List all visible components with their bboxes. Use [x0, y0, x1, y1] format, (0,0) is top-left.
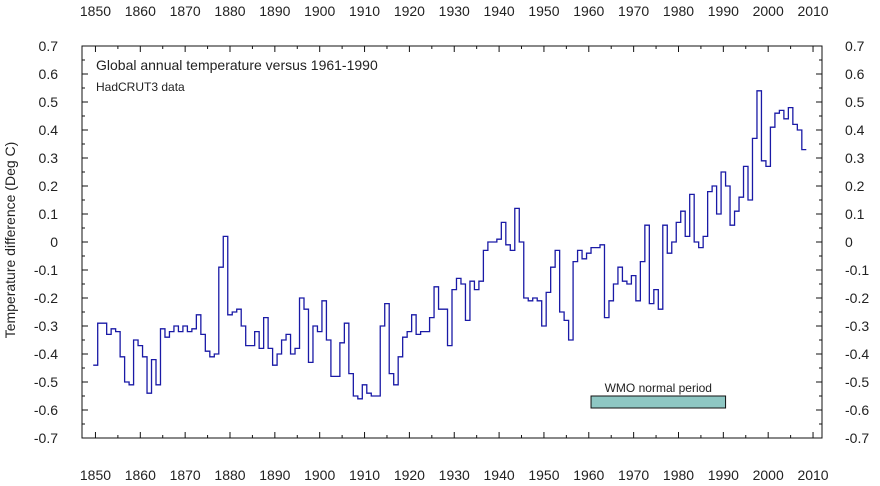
x-tick-label-bottom: 1970 — [618, 467, 649, 483]
x-tick-label-top: 1960 — [573, 3, 604, 19]
x-tick-label-top: 1890 — [259, 3, 290, 19]
y-tick-label-left: 0.7 — [39, 38, 59, 54]
y-tick-label-left: 0 — [50, 234, 58, 250]
x-tick-label-top: 1970 — [618, 3, 649, 19]
y-tick-label-right: 0.6 — [845, 66, 865, 82]
x-tick-label-bottom: 2000 — [753, 467, 784, 483]
y-axis-label: Temperature difference (Deg C) — [2, 142, 18, 339]
y-tick-label-right: -0.3 — [845, 318, 869, 334]
y-tick-label-right: -0.6 — [845, 402, 869, 418]
x-tick-label-bottom: 1870 — [170, 467, 201, 483]
x-tick-label-top: 1990 — [708, 3, 739, 19]
x-tick-label-bottom: 1920 — [394, 467, 425, 483]
x-tick-label-bottom: 1880 — [214, 467, 245, 483]
x-tick-label-bottom: 2010 — [797, 467, 828, 483]
x-tick-label-top: 1930 — [439, 3, 470, 19]
x-tick-label-top: 1950 — [528, 3, 559, 19]
y-tick-label-right: 0.1 — [845, 206, 865, 222]
x-tick-label-bottom: 1890 — [259, 467, 290, 483]
y-tick-label-right: 0 — [845, 234, 853, 250]
x-tick-label-top: 1900 — [304, 3, 335, 19]
x-tick-label-top: 2000 — [753, 3, 784, 19]
y-tick-label-left: -0.4 — [34, 346, 58, 362]
x-tick-label-top: 1870 — [170, 3, 201, 19]
x-tick-label-top: 1880 — [214, 3, 245, 19]
y-tick-label-right: -0.1 — [845, 262, 869, 278]
x-tick-label-bottom: 1850 — [80, 467, 111, 483]
y-tick-label-right: -0.7 — [845, 430, 869, 446]
y-tick-label-left: 0.5 — [39, 94, 59, 110]
x-tick-label-bottom: 1990 — [708, 467, 739, 483]
chart-subtitle: HadCRUT3 data — [96, 80, 185, 94]
y-tick-label-right: 0.3 — [845, 150, 865, 166]
y-tick-label-right: -0.5 — [845, 374, 869, 390]
x-tick-label-top: 1860 — [125, 3, 156, 19]
y-tick-label-left: 0.1 — [39, 206, 59, 222]
y-tick-label-left: -0.2 — [34, 290, 58, 306]
y-tick-label-left: 0.2 — [39, 178, 59, 194]
wmo-normal-period-bar — [590, 395, 727, 409]
y-tick-label-right: 0.5 — [845, 94, 865, 110]
x-tick-label-top: 1940 — [484, 3, 515, 19]
y-tick-label-left: -0.6 — [34, 402, 58, 418]
y-tick-label-left: -0.3 — [34, 318, 58, 334]
y-tick-label-right: 0.2 — [845, 178, 865, 194]
y-tick-label-left: -0.5 — [34, 374, 58, 390]
x-tick-label-top: 1850 — [80, 3, 111, 19]
x-tick-label-top: 1920 — [394, 3, 425, 19]
y-tick-label-right: -0.2 — [845, 290, 869, 306]
y-tick-label-right: -0.4 — [845, 346, 869, 362]
x-tick-label-top: 2010 — [797, 3, 828, 19]
x-tick-label-bottom: 1900 — [304, 467, 335, 483]
y-tick-label-left: 0.4 — [39, 122, 59, 138]
temperature-series-line — [93, 90, 807, 400]
x-tick-label-bottom: 1960 — [573, 467, 604, 483]
x-tick-label-bottom: 1980 — [663, 467, 694, 483]
x-tick-label-bottom: 1940 — [484, 467, 515, 483]
y-tick-label-left: 0.3 — [39, 150, 59, 166]
x-tick-label-bottom: 1910 — [349, 467, 380, 483]
x-tick-label-bottom: 1950 — [528, 467, 559, 483]
y-tick-label-left: -0.1 — [34, 262, 58, 278]
x-tick-label-bottom: 1930 — [439, 467, 470, 483]
y-tick-label-right: 0.4 — [845, 122, 865, 138]
axis-ticks — [82, 45, 822, 439]
x-tick-label-top: 1980 — [663, 3, 694, 19]
chart-title: Global annual temperature versus 1961-19… — [96, 57, 378, 73]
y-tick-label-left: 0.6 — [39, 66, 59, 82]
plot-frame — [81, 45, 823, 439]
y-tick-label-right: 0.7 — [845, 38, 865, 54]
x-tick-label-top: 1910 — [349, 3, 380, 19]
y-tick-label-left: -0.7 — [34, 430, 58, 446]
axis-tick-labels: 1850 1850 1860 1860 1870 1870 1880 1880 1890 1890… — [34, 3, 869, 483]
x-tick-label-bottom: 1860 — [125, 467, 156, 483]
wmo-normal-period-label: WMO normal period — [605, 381, 712, 395]
